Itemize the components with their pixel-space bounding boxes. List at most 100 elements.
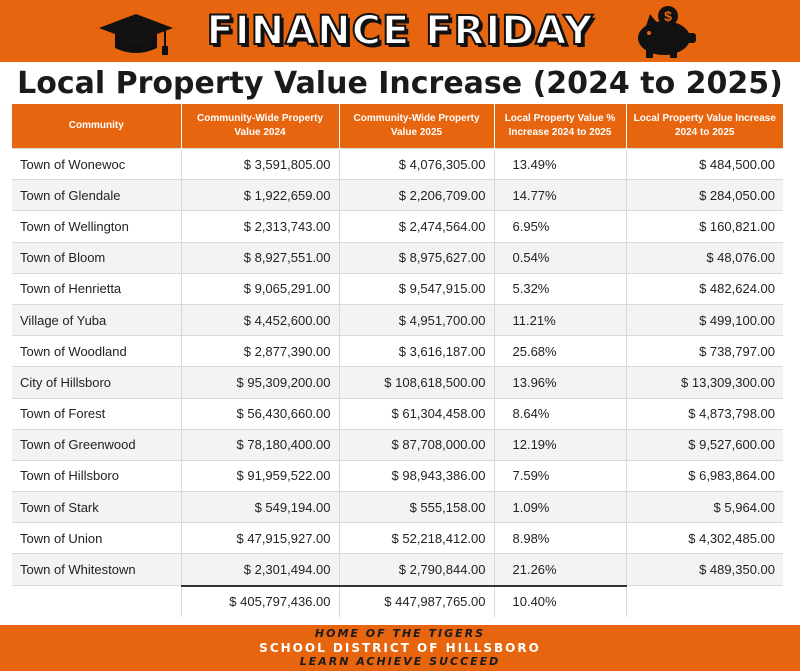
banner: FINANCE FRIDAY $ bbox=[0, 0, 800, 62]
table-row: Town of Forest $ 56,430,660.00 $ 61,304,45… bbox=[12, 397, 783, 430]
cell-percent-increase: 21.26% bbox=[493, 553, 626, 586]
cell-percent-increase: 5.32% bbox=[493, 272, 626, 305]
cell-value-increase: $ 284,050.00 bbox=[625, 179, 783, 211]
cell-community: Town of Whitestown bbox=[12, 553, 181, 586]
banner-title: FINANCE FRIDAY bbox=[205, 7, 594, 55]
cell-value-2024: $ 95,309,200.00 bbox=[180, 366, 339, 398]
cell-value-2024: $ 9,065,291.00 bbox=[180, 272, 339, 305]
table-row: Village of Yuba $ 4,452,600.00 $ 4,951,700… bbox=[12, 303, 783, 336]
cell-community: Town of Hillsboro bbox=[12, 459, 181, 492]
footer: HOME OF THE TIGERS SCHOOL DISTRICT OF HI… bbox=[0, 625, 800, 671]
cell-value-2024: $ 1,922,659.00 bbox=[180, 179, 339, 211]
cell-value-increase: $ 160,821.00 bbox=[625, 210, 783, 243]
table-row: Town of Stark $ 549,194.00 $ 555,158.00 1.0… bbox=[12, 491, 783, 523]
footer-tagline: LEARN ACHIEVE SUCCEED bbox=[299, 655, 501, 668]
total-value-2024: $ 405,797,436.00 bbox=[180, 584, 339, 617]
cell-community: Town of Union bbox=[12, 522, 181, 554]
cell-value-increase: $ 482,624.00 bbox=[625, 272, 783, 305]
header-value-increase: Local Property Value Increase 2024 to 20… bbox=[625, 104, 783, 149]
table-row: Town of Union $ 47,915,927.00 $ 52,218,412… bbox=[12, 522, 783, 554]
piggy-bank-icon: $ bbox=[638, 6, 696, 58]
cell-value-increase: $ 489,350.00 bbox=[625, 553, 783, 586]
cell-community: Town of Henrietta bbox=[12, 272, 181, 305]
cell-percent-increase: 8.98% bbox=[493, 522, 626, 554]
table-row: Town of Woodland $ 2,877,390.00 $ 3,616,18… bbox=[12, 335, 783, 367]
total-community bbox=[12, 585, 181, 617]
table-row: Town of Glendale $ 1,922,659.00 $ 2,206,70… bbox=[12, 179, 783, 211]
cell-value-2025: $ 61,304,458.00 bbox=[338, 397, 494, 430]
cell-value-2025: $ 555,158.00 bbox=[338, 491, 494, 523]
cell-community: City of Hillsboro bbox=[12, 366, 181, 398]
table-header-row: Community Community-Wide Property Value … bbox=[12, 104, 783, 149]
svg-text:$: $ bbox=[664, 8, 672, 24]
cell-community: Town of Wonewoc bbox=[12, 147, 181, 180]
table-row: Town of Bloom $ 8,927,551.00 $ 8,975,627.0… bbox=[12, 241, 783, 274]
cell-percent-increase: 1.09% bbox=[493, 491, 626, 523]
cell-percent-increase: 7.59% bbox=[493, 459, 626, 492]
cell-value-increase: $ 9,527,600.00 bbox=[625, 428, 783, 461]
footer-motto: HOME OF THE TIGERS bbox=[314, 627, 486, 640]
cell-value-2025: $ 4,951,700.00 bbox=[338, 303, 494, 336]
table-row: Town of Wonewoc $ 3,591,805.00 $ 4,076,305… bbox=[12, 147, 783, 180]
cell-value-2024: $ 2,301,494.00 bbox=[180, 553, 339, 586]
table-row: Town of Wellington $ 2,313,743.00 $ 2,474,… bbox=[12, 210, 783, 243]
cell-value-2025: $ 9,547,915.00 bbox=[338, 272, 494, 305]
cell-community: Town of Glendale bbox=[12, 179, 181, 211]
header-community: Community bbox=[12, 104, 181, 149]
cell-percent-increase: 0.54% bbox=[493, 241, 626, 274]
footer-district-name: SCHOOL DISTRICT OF HILLSBORO bbox=[259, 641, 541, 655]
cell-community: Town of Woodland bbox=[12, 335, 181, 367]
cell-community: Town of Greenwood bbox=[12, 428, 181, 461]
cell-value-2024: $ 91,959,522.00 bbox=[180, 459, 339, 492]
cell-value-increase: $ 4,873,798.00 bbox=[625, 397, 783, 430]
cell-community: Town of Forest bbox=[12, 397, 181, 430]
cell-value-increase: $ 48,076.00 bbox=[625, 241, 783, 274]
total-value-increase bbox=[625, 585, 783, 617]
cell-community: Town of Stark bbox=[12, 491, 181, 523]
cell-value-2024: $ 78,180,400.00 bbox=[180, 428, 339, 461]
cell-value-2025: $ 108,618,500.00 bbox=[338, 366, 494, 398]
cell-value-increase: $ 13,309,300.00 bbox=[625, 366, 783, 398]
cell-percent-increase: 14.77% bbox=[493, 179, 626, 211]
cell-value-increase: $ 484,500.00 bbox=[625, 147, 783, 180]
total-value-2025: $ 447,987,765.00 bbox=[338, 584, 494, 617]
cell-value-2025: $ 8,975,627.00 bbox=[338, 241, 494, 274]
cell-value-increase: $ 4,302,485.00 bbox=[625, 522, 783, 554]
cell-value-2024: $ 56,430,660.00 bbox=[180, 397, 339, 430]
header-value-2025: Community-Wide Property Value 2025 bbox=[338, 104, 494, 149]
cell-value-2025: $ 2,206,709.00 bbox=[338, 179, 494, 211]
cell-value-increase: $ 738,797.00 bbox=[625, 335, 783, 367]
cell-value-increase: $ 6,983,864.00 bbox=[625, 459, 783, 492]
cell-value-2024: $ 2,313,743.00 bbox=[180, 210, 339, 243]
table-row: Town of Hillsboro $ 91,959,522.00 $ 98,943… bbox=[12, 459, 783, 492]
content-panel: Local Property Value Increase (2024 to 2… bbox=[0, 62, 800, 625]
cell-value-2025: $ 87,708,000.00 bbox=[338, 428, 494, 461]
cell-percent-increase: 25.68% bbox=[493, 335, 626, 367]
table-row: City of Hillsboro $ 95,309,200.00 $ 108,61… bbox=[12, 366, 783, 398]
header-value-2024: Community-Wide Property Value 2024 bbox=[180, 104, 339, 149]
cell-value-increase: $ 499,100.00 bbox=[625, 303, 783, 336]
cell-community: Town of Bloom bbox=[12, 241, 181, 274]
cell-value-2025: $ 98,943,386.00 bbox=[338, 459, 494, 492]
dollar-coin-icon: $ bbox=[658, 6, 678, 26]
cell-value-2024: $ 47,915,927.00 bbox=[180, 522, 339, 554]
cell-community: Village of Yuba bbox=[12, 303, 181, 336]
cell-value-2025: $ 4,076,305.00 bbox=[338, 147, 494, 180]
cell-value-increase: $ 5,964.00 bbox=[625, 491, 783, 523]
cell-value-2025: $ 2,790,844.00 bbox=[338, 553, 494, 586]
property-value-table: Community Community-Wide Property Value … bbox=[12, 104, 783, 617]
cell-value-2025: $ 3,616,187.00 bbox=[338, 335, 494, 367]
table-row: Town of Whitestown $ 2,301,494.00 $ 2,790,… bbox=[12, 553, 783, 586]
cell-value-2025: $ 52,218,412.00 bbox=[338, 522, 494, 554]
cell-value-2024: $ 549,194.00 bbox=[180, 491, 339, 523]
cell-percent-increase: 6.95% bbox=[493, 210, 626, 243]
header-percent-increase: Local Property Value % Increase 2024 to … bbox=[493, 104, 626, 149]
cell-value-2024: $ 2,877,390.00 bbox=[180, 335, 339, 367]
graduation-cap-icon bbox=[99, 14, 173, 55]
cell-value-2025: $ 2,474,564.00 bbox=[338, 210, 494, 243]
cell-value-2024: $ 4,452,600.00 bbox=[180, 303, 339, 336]
cell-community: Town of Wellington bbox=[12, 210, 181, 243]
cell-percent-increase: 12.19% bbox=[493, 428, 626, 461]
cell-value-2024: $ 8,927,551.00 bbox=[180, 241, 339, 274]
table-row: Town of Henrietta $ 9,065,291.00 $ 9,547,9… bbox=[12, 272, 783, 305]
